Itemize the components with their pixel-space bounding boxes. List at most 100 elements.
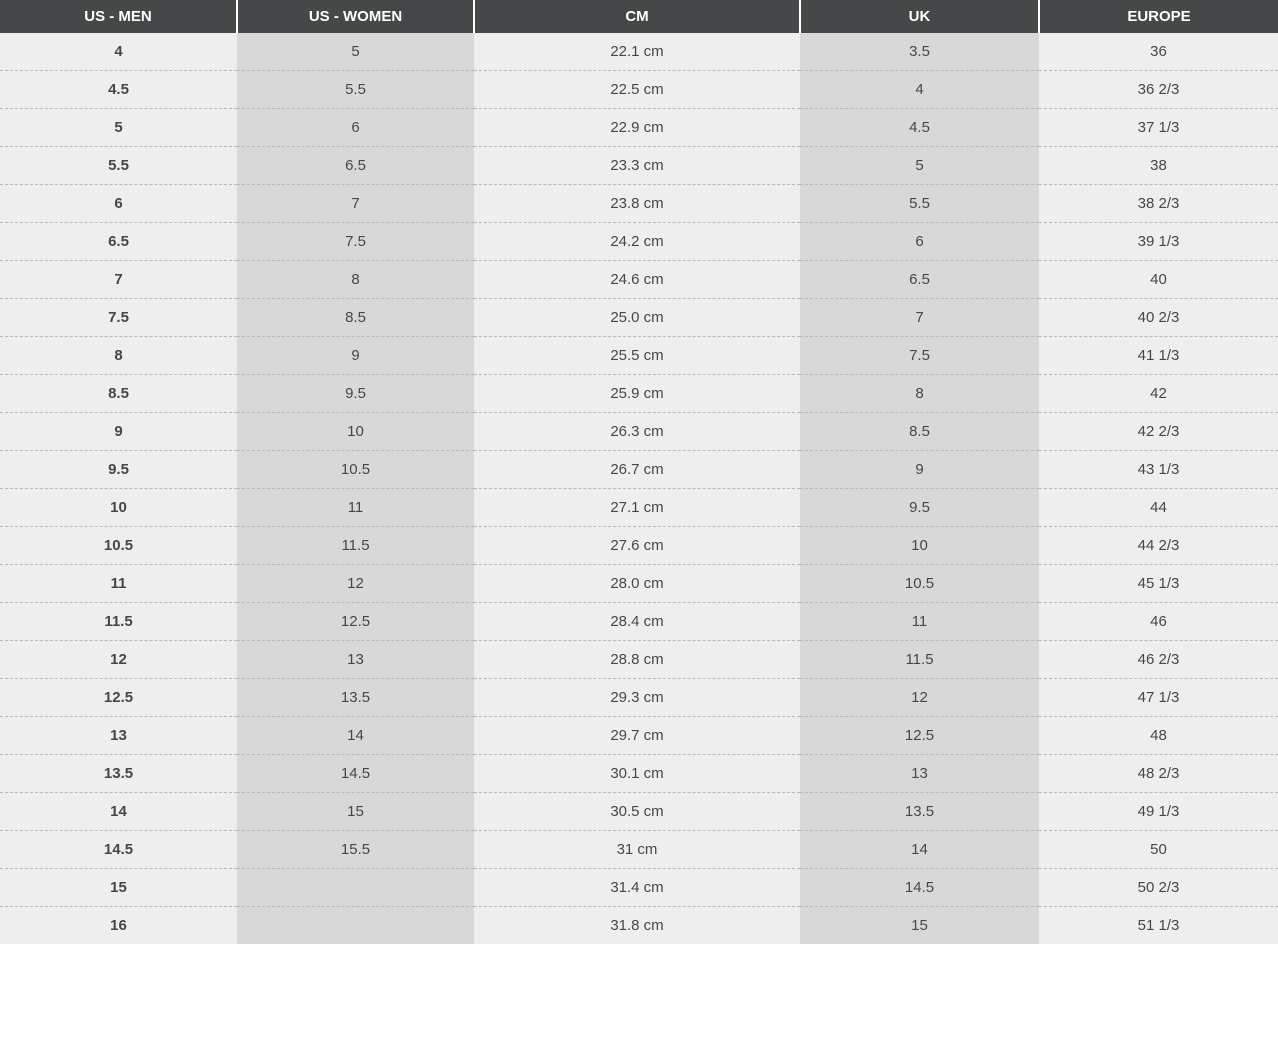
table-cell: 4.5 bbox=[800, 109, 1039, 147]
table-cell: 36 bbox=[1039, 33, 1278, 71]
table-cell: 31.8 cm bbox=[474, 907, 800, 945]
table-cell: 25.0 cm bbox=[474, 299, 800, 337]
table-cell: 22.5 cm bbox=[474, 71, 800, 109]
table-row: 131429.7 cm12.548 bbox=[0, 717, 1278, 755]
table-cell: 14.5 bbox=[0, 831, 237, 869]
table-cell: 23.3 cm bbox=[474, 147, 800, 185]
table-cell: 14.5 bbox=[237, 755, 474, 793]
table-cell: 44 2/3 bbox=[1039, 527, 1278, 565]
table-cell: 12 bbox=[237, 565, 474, 603]
table-cell: 9.5 bbox=[237, 375, 474, 413]
table-cell: 6.5 bbox=[0, 223, 237, 261]
table-row: 6.57.524.2 cm639 1/3 bbox=[0, 223, 1278, 261]
table-cell: 10 bbox=[800, 527, 1039, 565]
table-row: 111228.0 cm10.545 1/3 bbox=[0, 565, 1278, 603]
table-cell: 27.6 cm bbox=[474, 527, 800, 565]
table-row: 9.510.526.7 cm943 1/3 bbox=[0, 451, 1278, 489]
table-cell: 14 bbox=[800, 831, 1039, 869]
table-cell: 28.8 cm bbox=[474, 641, 800, 679]
table-cell: 11.5 bbox=[0, 603, 237, 641]
table-cell: 3.5 bbox=[800, 33, 1039, 71]
table-cell: 42 2/3 bbox=[1039, 413, 1278, 451]
table-cell: 48 bbox=[1039, 717, 1278, 755]
table-cell: 12 bbox=[800, 679, 1039, 717]
table-cell: 30.1 cm bbox=[474, 755, 800, 793]
table-cell: 46 2/3 bbox=[1039, 641, 1278, 679]
table-cell: 15 bbox=[800, 907, 1039, 945]
table-cell: 7 bbox=[800, 299, 1039, 337]
table-cell: 11.5 bbox=[800, 641, 1039, 679]
table-cell: 14.5 bbox=[800, 869, 1039, 907]
table-cell: 31 cm bbox=[474, 831, 800, 869]
table-cell: 43 1/3 bbox=[1039, 451, 1278, 489]
table-cell: 49 1/3 bbox=[1039, 793, 1278, 831]
table-row: 6723.8 cm5.538 2/3 bbox=[0, 185, 1278, 223]
table-row: 11.512.528.4 cm1146 bbox=[0, 603, 1278, 641]
table-cell: 6 bbox=[237, 109, 474, 147]
table-cell: 13.5 bbox=[800, 793, 1039, 831]
table-cell bbox=[237, 907, 474, 945]
table-cell: 10.5 bbox=[800, 565, 1039, 603]
table-row: 7824.6 cm6.540 bbox=[0, 261, 1278, 299]
table-cell: 24.2 cm bbox=[474, 223, 800, 261]
table-body: 4522.1 cm3.5364.55.522.5 cm436 2/35622.9… bbox=[0, 33, 1278, 944]
table-row: 5.56.523.3 cm538 bbox=[0, 147, 1278, 185]
header-row: US - MEN US - WOMEN CM UK EUROPE bbox=[0, 0, 1278, 33]
table-cell: 9 bbox=[0, 413, 237, 451]
col-header-us-men: US - MEN bbox=[0, 0, 237, 33]
table-cell: 11.5 bbox=[237, 527, 474, 565]
table-cell: 4.5 bbox=[0, 71, 237, 109]
table-cell: 7.5 bbox=[237, 223, 474, 261]
table-cell: 4 bbox=[800, 71, 1039, 109]
table-row: 101127.1 cm9.544 bbox=[0, 489, 1278, 527]
table-cell: 30.5 cm bbox=[474, 793, 800, 831]
table-cell bbox=[237, 869, 474, 907]
table-cell: 15 bbox=[237, 793, 474, 831]
table-cell: 23.8 cm bbox=[474, 185, 800, 223]
table-row: 5622.9 cm4.537 1/3 bbox=[0, 109, 1278, 147]
table-row: 121328.8 cm11.546 2/3 bbox=[0, 641, 1278, 679]
table-cell: 13 bbox=[0, 717, 237, 755]
table-row: 4522.1 cm3.536 bbox=[0, 33, 1278, 71]
table-cell: 13.5 bbox=[237, 679, 474, 717]
table-cell: 11 bbox=[237, 489, 474, 527]
table-cell: 39 1/3 bbox=[1039, 223, 1278, 261]
table-cell: 5 bbox=[237, 33, 474, 71]
table-cell: 15.5 bbox=[237, 831, 474, 869]
table-cell: 8.5 bbox=[0, 375, 237, 413]
table-row: 10.511.527.6 cm1044 2/3 bbox=[0, 527, 1278, 565]
table-cell: 6 bbox=[0, 185, 237, 223]
table-cell: 9.5 bbox=[800, 489, 1039, 527]
table-cell: 6.5 bbox=[237, 147, 474, 185]
table-cell: 29.7 cm bbox=[474, 717, 800, 755]
table-cell: 50 bbox=[1039, 831, 1278, 869]
table-cell: 22.1 cm bbox=[474, 33, 800, 71]
table-cell: 37 1/3 bbox=[1039, 109, 1278, 147]
table-cell: 44 bbox=[1039, 489, 1278, 527]
table-cell: 14 bbox=[0, 793, 237, 831]
table-row: 4.55.522.5 cm436 2/3 bbox=[0, 71, 1278, 109]
col-header-uk: UK bbox=[800, 0, 1039, 33]
table-cell: 10.5 bbox=[237, 451, 474, 489]
table-cell: 8 bbox=[0, 337, 237, 375]
table-cell: 41 1/3 bbox=[1039, 337, 1278, 375]
table-row: 8.59.525.9 cm842 bbox=[0, 375, 1278, 413]
table-cell: 48 2/3 bbox=[1039, 755, 1278, 793]
table-cell: 25.9 cm bbox=[474, 375, 800, 413]
table-cell: 45 1/3 bbox=[1039, 565, 1278, 603]
table-cell: 8 bbox=[800, 375, 1039, 413]
size-conversion-table: US - MEN US - WOMEN CM UK EUROPE 4522.1 … bbox=[0, 0, 1278, 944]
table-cell: 11 bbox=[800, 603, 1039, 641]
table-cell: 9.5 bbox=[0, 451, 237, 489]
table-cell: 6 bbox=[800, 223, 1039, 261]
table-cell: 4 bbox=[0, 33, 237, 71]
table-cell: 8 bbox=[237, 261, 474, 299]
col-header-europe: EUROPE bbox=[1039, 0, 1278, 33]
table-cell: 46 bbox=[1039, 603, 1278, 641]
table-cell: 5 bbox=[0, 109, 237, 147]
table-cell: 9 bbox=[800, 451, 1039, 489]
table-cell: 9 bbox=[237, 337, 474, 375]
table-cell: 5.5 bbox=[0, 147, 237, 185]
table-cell: 12 bbox=[0, 641, 237, 679]
table-cell: 26.3 cm bbox=[474, 413, 800, 451]
